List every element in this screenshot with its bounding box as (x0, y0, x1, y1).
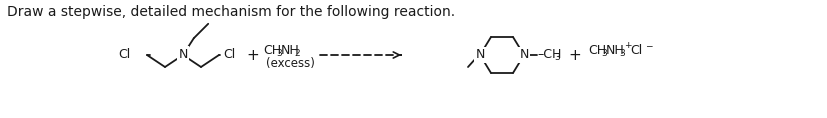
Text: N: N (475, 48, 484, 61)
Text: NH: NH (605, 44, 624, 57)
Text: –CH: –CH (537, 48, 561, 61)
Text: 2: 2 (294, 49, 299, 59)
Text: +: + (246, 48, 259, 63)
Text: Draw a stepwise, detailed mechanism for the following reaction.: Draw a stepwise, detailed mechanism for … (7, 5, 455, 19)
Text: 3: 3 (275, 49, 281, 59)
Text: N: N (519, 48, 528, 61)
Text: CH: CH (587, 44, 605, 57)
Text: Cl: Cl (222, 48, 235, 61)
Text: (excess): (excess) (265, 57, 314, 70)
Text: Cl: Cl (118, 48, 131, 61)
Text: 3: 3 (619, 49, 624, 59)
Text: N: N (178, 48, 188, 61)
Text: Cl: Cl (629, 44, 642, 57)
Text: CH: CH (263, 44, 281, 57)
Text: 3: 3 (600, 49, 606, 59)
Text: +: + (568, 48, 581, 63)
Text: −: − (644, 42, 652, 51)
Text: NH: NH (280, 44, 299, 57)
Text: +: + (624, 42, 631, 51)
Text: 3: 3 (553, 53, 559, 63)
